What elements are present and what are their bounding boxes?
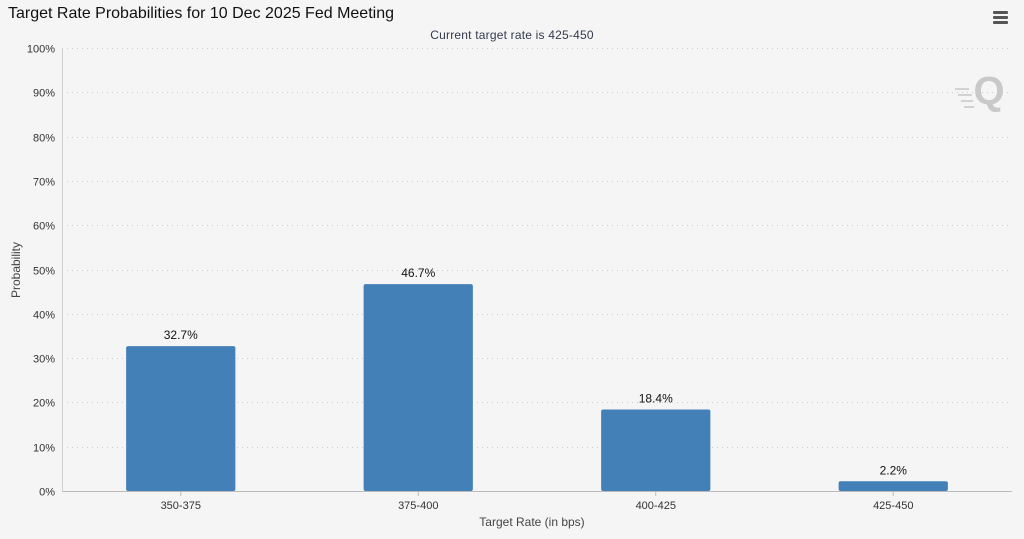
y-tick-label: 30%	[33, 354, 55, 366]
q-logo-icon: Q	[955, 69, 1005, 113]
bars	[126, 284, 948, 491]
data-label: 2.2%	[880, 463, 908, 477]
bar-375-400[interactable]	[363, 284, 473, 491]
data-label: 18.4%	[639, 391, 673, 405]
y-tick-label: 70%	[33, 177, 55, 189]
y-tick-label: 40%	[33, 310, 55, 322]
y-tick-label: 80%	[33, 133, 55, 145]
y-tick-label: 100%	[27, 44, 55, 56]
hamburger-menu-icon[interactable]	[990, 8, 1012, 26]
x-tick-label: 425-450	[873, 500, 913, 512]
x-tick-label: 400-425	[636, 500, 676, 512]
x-axis-title: Target Rate (in bps)	[479, 515, 584, 529]
y-tick-label: 50%	[33, 266, 55, 278]
svg-text:Q: Q	[973, 69, 1004, 113]
bar-425-450[interactable]	[838, 481, 948, 491]
bar-400-425[interactable]	[601, 409, 711, 491]
y-tick-label: 0%	[39, 487, 55, 499]
chart-title: Target Rate Probabilities for 10 Dec 202…	[8, 5, 394, 22]
y-tick-label: 20%	[33, 398, 55, 410]
y-tick-label: 60%	[33, 221, 55, 233]
x-tick-label: 375-400	[398, 500, 438, 512]
chart-subtitle: Current target rate is 425-450	[430, 28, 594, 42]
y-axis-title: Probability	[9, 242, 23, 298]
data-labels: 32.7% 46.7% 18.4% 2.2%	[164, 266, 908, 477]
bar-350-375[interactable]	[126, 346, 236, 491]
x-tick-label: 350-375	[161, 500, 201, 512]
y-tick-label: 90%	[33, 88, 55, 100]
data-label: 32.7%	[164, 328, 198, 342]
axes: 0% 10% 20% 30% 40% 50% 60% 70% 80% 90% 100% 350-375…	[27, 44, 1012, 512]
y-tick-label: 10%	[33, 443, 55, 455]
gridlines	[62, 48, 1012, 448]
data-label: 46.7%	[401, 266, 435, 280]
